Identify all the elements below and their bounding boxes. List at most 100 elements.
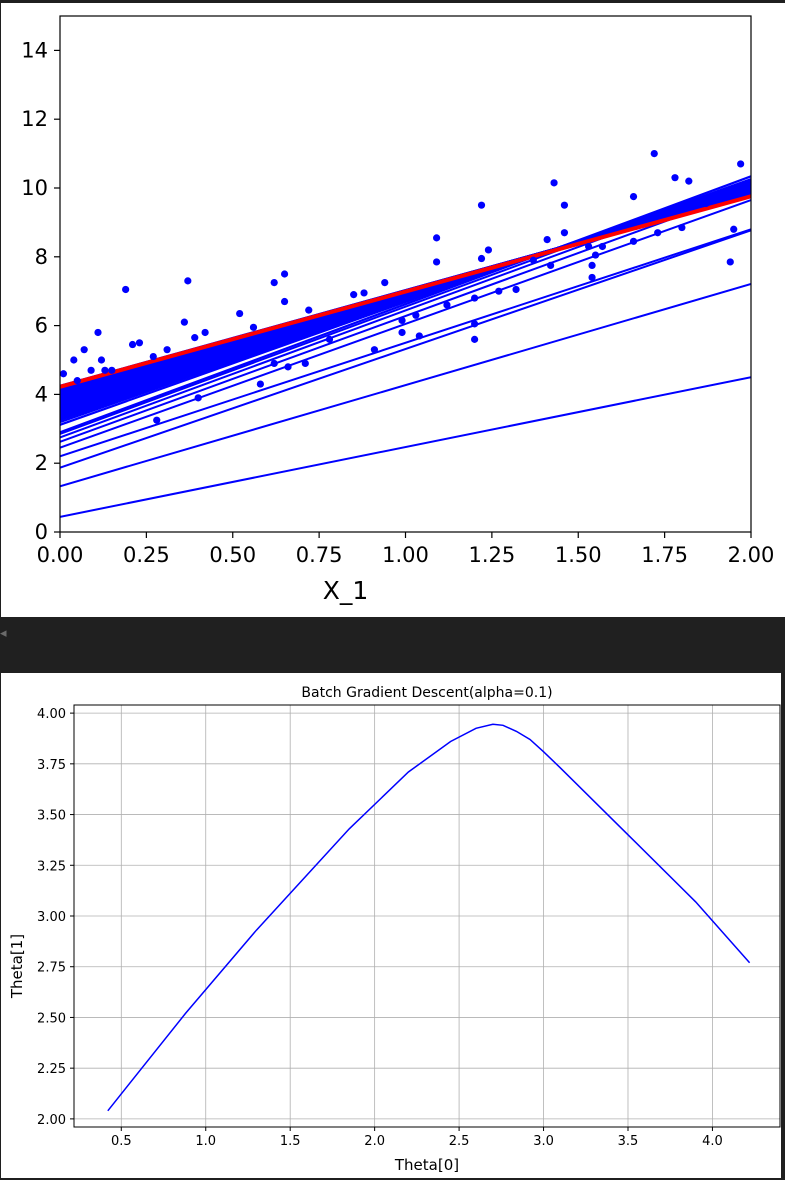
data-point	[398, 316, 406, 325]
y-axis-label: Theta[1]	[8, 934, 26, 999]
data-point	[284, 363, 292, 371]
data-point	[685, 177, 693, 185]
y-tick-label: 14	[21, 38, 48, 62]
x-tick-label: 0.25	[123, 543, 170, 567]
data-point	[471, 335, 479, 343]
data-point	[415, 332, 423, 340]
data-point	[87, 366, 95, 374]
data-point	[654, 229, 662, 237]
y-tick-label: 0	[35, 520, 48, 544]
x-tick-label: 1.75	[641, 543, 688, 567]
regression-line	[60, 283, 751, 488]
data-point	[678, 223, 686, 232]
data-point	[471, 320, 479, 328]
x-tick-label: 1.0	[195, 1134, 216, 1149]
x-tick-label: 2.00	[728, 543, 775, 567]
data-point	[280, 297, 289, 306]
data-point	[201, 328, 209, 337]
data-point	[560, 229, 569, 237]
data-point	[588, 261, 596, 269]
plot-area	[60, 175, 751, 518]
data-point	[730, 225, 738, 233]
data-point	[547, 261, 555, 269]
data-point	[360, 289, 368, 297]
x-tick-label: 3.0	[533, 1134, 554, 1149]
data-point	[236, 309, 244, 318]
y-tick-label: 10	[21, 176, 48, 200]
data-point	[702, 199, 710, 208]
notebook-cell-separator	[0, 617, 785, 673]
data-point	[650, 150, 658, 158]
scatter-plot-with-regression-lines: 0.00 0.25 0.50 0.75 1.00 1.25 1.50 1.75 2.00 0 2 4 6…	[21, 15, 775, 605]
data-point	[550, 179, 558, 187]
data-point	[73, 377, 81, 385]
data-point	[59, 370, 68, 378]
data-point	[629, 237, 638, 245]
y-tick-label: 4.00	[37, 707, 66, 722]
data-point	[101, 366, 109, 374]
data-point	[280, 270, 289, 278]
regression-line	[60, 178, 751, 435]
data-point	[443, 301, 451, 309]
y-tick-label: 2.50	[37, 1011, 66, 1026]
data-point	[191, 334, 199, 342]
data-point	[370, 346, 379, 354]
data-point	[598, 242, 607, 251]
y-tick-label: 3.50	[37, 809, 66, 824]
data-point	[484, 246, 493, 254]
data-point	[305, 306, 313, 314]
data-point	[737, 160, 745, 168]
x-tick-label: 1.50	[555, 543, 602, 567]
data-point	[471, 294, 479, 302]
x-tick-label: 2.0	[364, 1134, 385, 1149]
data-point	[588, 273, 596, 282]
y-tick-label: 3.00	[37, 910, 66, 925]
data-point	[591, 251, 600, 259]
data-point	[149, 352, 157, 361]
data-point	[629, 193, 638, 201]
data-point	[194, 394, 202, 402]
y-tick-label: 2.00	[37, 1113, 66, 1128]
data-point	[135, 339, 144, 347]
y-tick-label: 4	[35, 382, 48, 406]
x-tick-label: 0.5	[111, 1134, 132, 1149]
data-point	[180, 318, 188, 326]
regression-line	[60, 182, 751, 439]
data-point	[270, 359, 278, 368]
data-point	[270, 279, 278, 287]
data-point	[108, 366, 116, 374]
data-point	[153, 416, 161, 424]
bottom-chart-panel: Batch Gradient Descent(alpha=0.1) 0.5 1.0 1…	[1, 673, 781, 1178]
regression-line	[60, 175, 751, 434]
regression-line	[60, 229, 751, 469]
data-point	[671, 174, 679, 182]
x-tick-label: 1.00	[382, 543, 429, 567]
final-regression-line	[60, 194, 751, 389]
x-tick-label: 1.5	[280, 1134, 301, 1149]
data-point	[94, 328, 102, 337]
regression-line	[60, 189, 751, 443]
data-point	[543, 236, 551, 244]
x-tick-label: 1.25	[468, 543, 515, 567]
data-point	[726, 258, 734, 266]
chart-title: Batch Gradient Descent(alpha=0.1)	[301, 685, 552, 701]
regression-line	[60, 228, 751, 458]
y-tick-label: 3.25	[37, 859, 66, 874]
data-point	[184, 277, 192, 285]
data-point	[163, 346, 171, 354]
y-tick-label: 8	[35, 245, 48, 269]
y-tick-label: 2	[35, 451, 48, 475]
plot-frame	[73, 704, 781, 1128]
y-tick-label: 2.25	[37, 1062, 66, 1077]
data-point	[325, 335, 334, 343]
data-point	[381, 279, 389, 287]
data-point	[398, 328, 406, 337]
x-tick-label: 4.0	[702, 1134, 723, 1149]
gradient-descent-path-plot: Batch Gradient Descent(alpha=0.1) 0.5 1.0 1…	[8, 685, 781, 1174]
x-tick-label: 3.5	[618, 1134, 639, 1149]
y-tick-label: 12	[21, 107, 48, 131]
data-point	[128, 340, 137, 349]
data-point	[495, 287, 503, 295]
theta-path-line	[107, 723, 751, 1112]
x-tick-label: 0.50	[209, 543, 256, 567]
